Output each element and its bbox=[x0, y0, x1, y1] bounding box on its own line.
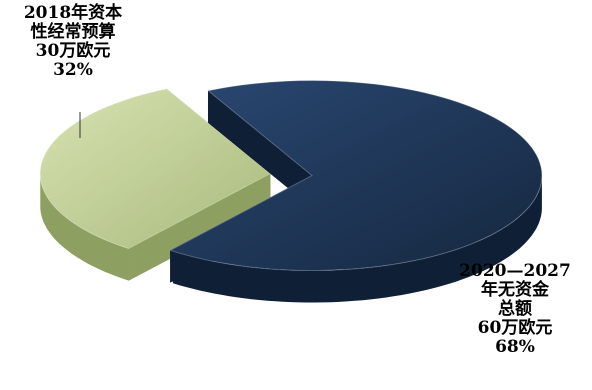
slice-label-line: 年无资金 bbox=[481, 280, 549, 300]
slice-label-line: 30万欧元 bbox=[35, 41, 111, 61]
slice-label-capital-budget: 2018年资本 性经常预算 30万欧元 32% bbox=[2, 4, 144, 80]
slice-label-line: 总额 bbox=[498, 299, 532, 319]
slice-rim-1 bbox=[172, 177, 542, 303]
slice-label-line: 2018年资本 bbox=[23, 3, 123, 23]
slice-label-line: 68% bbox=[495, 337, 535, 357]
slice-label-line: 32% bbox=[53, 60, 93, 80]
slice-top-0 bbox=[39, 88, 272, 250]
slice-label-line: 60万欧元 bbox=[477, 318, 553, 338]
slice-rim-0 bbox=[40, 177, 129, 281]
slice-label-unfunded-total: 2020—2027 年无资金 总额 60万欧元 68% bbox=[440, 262, 590, 357]
slice-label-line: 2020—2027 bbox=[459, 261, 571, 281]
slice-label-line: 性经常预算 bbox=[30, 22, 116, 42]
slice-top-1 bbox=[169, 80, 543, 272]
